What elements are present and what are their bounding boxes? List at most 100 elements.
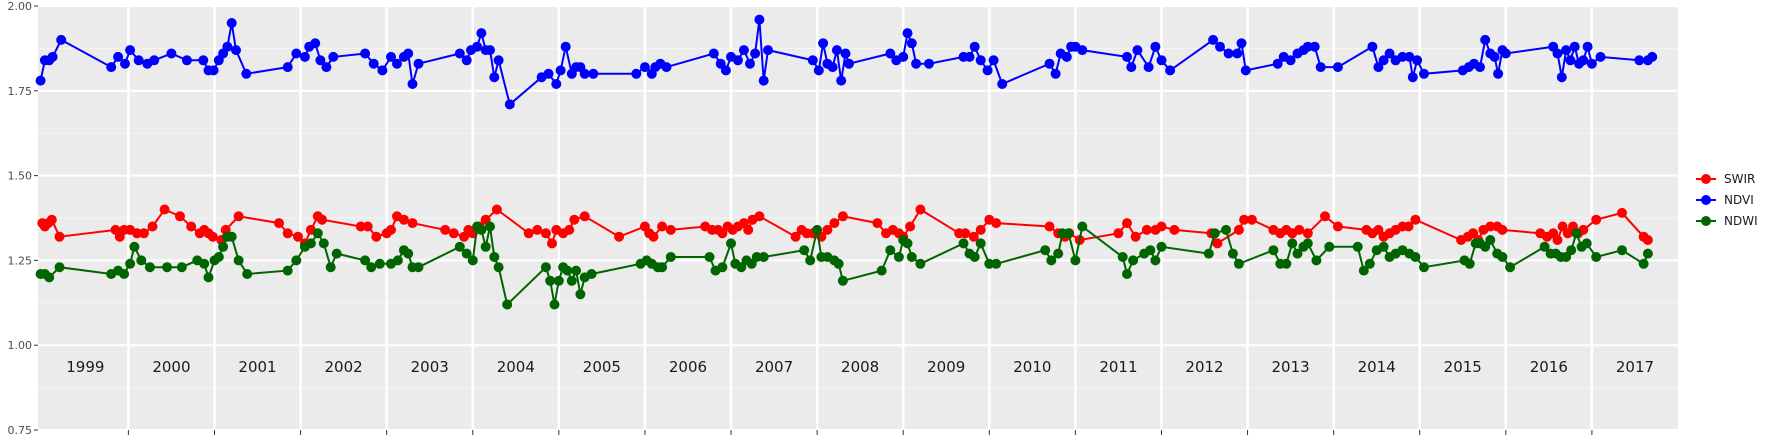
data-point-ndvi — [368, 58, 379, 69]
data-point-ndvi — [1500, 48, 1511, 59]
data-point-ndvi — [1165, 65, 1176, 76]
data-point-swir — [657, 221, 668, 232]
data-point-ndvi — [969, 41, 980, 52]
data-point-ndvi — [975, 55, 986, 66]
data-point-ndwi — [1311, 255, 1322, 266]
data-point-ndwi — [1378, 241, 1389, 252]
data-point-swir — [1320, 211, 1330, 222]
data-point-ndwi — [1364, 258, 1375, 269]
year-label: 2016 — [1530, 358, 1568, 376]
data-point-swir — [1332, 221, 1343, 232]
data-point-swir — [754, 211, 765, 222]
data-point-ndwi — [480, 241, 491, 252]
data-point-ndvi — [1480, 34, 1491, 45]
data-point-ndvi — [1412, 55, 1423, 66]
data-point-swir — [207, 231, 218, 242]
data-point-swir — [1497, 224, 1508, 235]
data-point-ndvi — [454, 48, 465, 59]
data-point-ndwi — [218, 241, 229, 252]
data-point-swir — [1552, 235, 1563, 245]
data-point-ndwi — [1287, 238, 1298, 249]
data-point-ndwi — [1209, 228, 1220, 239]
data-point-swir — [532, 224, 543, 235]
data-point-ndwi — [902, 238, 913, 249]
data-point-swir — [1302, 228, 1313, 239]
data-point-ndwi — [805, 255, 816, 266]
data-point-ndwi — [318, 238, 329, 249]
data-point-ndvi — [1240, 65, 1251, 76]
data-point-ndwi — [736, 262, 747, 273]
data-point-ndvi — [321, 62, 332, 73]
data-point-ndvi — [35, 75, 46, 86]
data-point-ndvi — [226, 18, 237, 28]
data-point-ndvi — [1309, 41, 1320, 52]
year-label: 2006 — [669, 358, 707, 376]
data-point-ndvi — [1215, 41, 1225, 52]
data-point-ndvi — [579, 68, 590, 79]
data-point-swir — [1642, 235, 1653, 245]
data-point-ndvi — [1077, 45, 1088, 56]
data-point-ndvi — [489, 72, 500, 83]
data-point-ndvi — [198, 55, 209, 66]
year-label: 2014 — [1358, 358, 1396, 376]
series-ndvi — [35, 14, 1658, 110]
data-point-ndvi — [997, 79, 1008, 89]
data-point-ndvi — [1150, 41, 1161, 52]
data-point-swir — [1122, 218, 1132, 229]
data-point-ndwi — [704, 252, 715, 262]
data-point-ndvi — [1384, 48, 1395, 59]
data-point-ndvi — [758, 75, 769, 86]
data-point-ndvi — [1302, 41, 1313, 52]
data-point-ndwi — [958, 238, 969, 249]
data-point-swir — [282, 228, 293, 239]
data-point-ndvi — [1578, 55, 1589, 66]
year-label: 2009 — [927, 358, 965, 376]
data-point-ndvi — [551, 79, 562, 89]
data-point-ndvi — [818, 38, 829, 49]
data-point-ndwi — [1221, 224, 1231, 235]
data-point-ndvi — [315, 55, 326, 66]
data-point-swir — [491, 204, 502, 215]
data-point-swir — [523, 228, 534, 239]
data-point-ndvi — [310, 38, 321, 49]
data-point-ndwi — [1638, 258, 1649, 269]
legend-item-swir: SWIR — [1696, 172, 1755, 186]
data-point-ndvi — [844, 58, 854, 69]
data-point-swir — [829, 218, 840, 229]
data-point-ndvi — [166, 48, 177, 59]
data-point-ndwi — [566, 275, 577, 286]
data-point-ndwi — [233, 255, 244, 266]
data-point-ndvi — [1236, 38, 1247, 49]
data-point-swir — [398, 214, 409, 225]
data-point-swir — [1212, 238, 1223, 249]
data-point-ndwi — [657, 262, 668, 273]
data-point-ndwi — [758, 252, 769, 262]
data-point-swir — [317, 214, 328, 225]
year-label: 2010 — [1013, 358, 1051, 376]
year-label: 2002 — [325, 358, 363, 376]
data-point-swir — [665, 224, 676, 235]
data-point-ndwi — [403, 248, 414, 259]
data-point-ndvi — [149, 55, 160, 66]
data-point-ndvi — [964, 51, 975, 62]
data-point-ndwi — [213, 252, 224, 262]
data-point-ndvi — [1132, 45, 1143, 56]
legend-key-point — [1701, 195, 1711, 205]
data-point-swir — [1130, 231, 1141, 242]
data-point-ndvi — [208, 65, 219, 76]
data-point-ndwi — [162, 262, 173, 273]
data-point-ndwi — [553, 275, 564, 286]
data-point-ndwi — [1617, 245, 1627, 256]
data-point-ndwi — [1122, 269, 1132, 279]
data-point-ndwi — [885, 245, 896, 256]
data-point-ndwi — [1117, 252, 1128, 262]
year-label: 2012 — [1185, 358, 1223, 376]
year-label: 2013 — [1272, 358, 1310, 376]
data-point-ndvi — [1044, 58, 1055, 69]
data-point-ndwi — [586, 269, 597, 279]
data-point-ndwi — [226, 231, 237, 242]
data-point-ndvi — [639, 62, 650, 73]
data-point-ndvi — [1373, 62, 1384, 73]
